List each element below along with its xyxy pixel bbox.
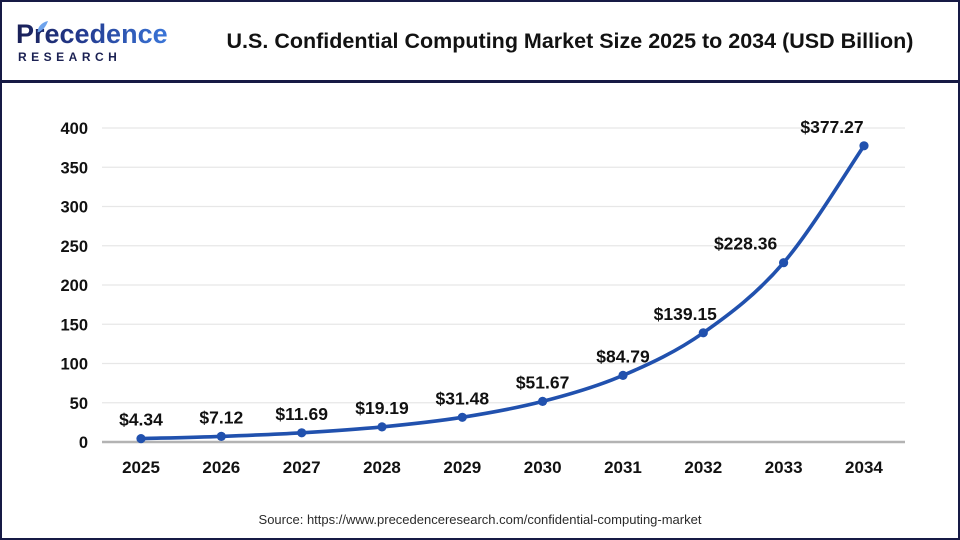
source-citation: Source: https://www.precedenceresearch.c… bbox=[258, 512, 702, 527]
x-tick-label: 2034 bbox=[845, 458, 883, 477]
data-point-marker[interactable] bbox=[779, 258, 789, 268]
x-tick-label: 2030 bbox=[524, 458, 562, 477]
line-chart: 0 50 100 150 200 250 300 350 400 2025 2026 2027 2028… bbox=[60, 117, 905, 477]
chart-title: U.S. Confidential Computing Market Size … bbox=[226, 28, 914, 53]
brand-logo: Precedence RESEARCH bbox=[16, 19, 174, 64]
data-point-marker[interactable] bbox=[216, 431, 226, 441]
data-point-label: $7.12 bbox=[199, 407, 243, 427]
y-tick-label: 150 bbox=[60, 316, 88, 334]
x-tick-label: 2032 bbox=[684, 458, 722, 477]
data-point-label: $51.67 bbox=[516, 372, 570, 392]
x-tick-label: 2028 bbox=[363, 458, 401, 477]
y-tick-label: 250 bbox=[60, 238, 88, 256]
series-line bbox=[139, 144, 866, 441]
x-tick-label: 2031 bbox=[604, 458, 642, 477]
data-point-label: $31.48 bbox=[436, 388, 490, 408]
x-tick-label: 2029 bbox=[443, 458, 481, 477]
data-point-marker[interactable] bbox=[698, 328, 708, 338]
data-point-marker[interactable] bbox=[457, 412, 467, 422]
data-point-label: $228.36 bbox=[714, 234, 778, 254]
header: Precedence RESEARCH U.S. Confidential Co… bbox=[2, 2, 958, 80]
y-tick-label: 100 bbox=[60, 356, 88, 374]
x-tick-label: 2033 bbox=[765, 458, 803, 477]
data-point-label: $4.34 bbox=[119, 410, 163, 430]
y-tick-label: 50 bbox=[70, 395, 88, 413]
data-point-label: $139.15 bbox=[654, 304, 718, 324]
leaf-icon bbox=[37, 21, 48, 33]
data-point-label: $84.79 bbox=[596, 346, 650, 366]
x-tick-label: 2026 bbox=[202, 458, 240, 477]
data-point-marker[interactable] bbox=[618, 370, 628, 380]
y-tick-label: 350 bbox=[60, 159, 88, 177]
y-tick-label: 0 bbox=[79, 434, 88, 452]
data-point-marker[interactable] bbox=[297, 428, 307, 438]
data-point-marker[interactable] bbox=[136, 434, 146, 444]
chart-panel: 0 50 100 150 200 250 300 350 400 2025 2026 2027 2028… bbox=[2, 83, 958, 538]
data-point-marker[interactable] bbox=[377, 422, 387, 432]
x-tick-label: 2027 bbox=[283, 458, 321, 477]
data-point-marker[interactable] bbox=[538, 396, 548, 406]
brand-subtitle: RESEARCH bbox=[16, 51, 174, 63]
data-point-marker[interactable] bbox=[859, 141, 869, 151]
y-tick-label: 300 bbox=[60, 199, 88, 217]
x-tick-label: 2025 bbox=[122, 458, 160, 477]
data-point-label: $19.19 bbox=[355, 398, 409, 418]
header-divider bbox=[2, 80, 958, 83]
data-point-label: $11.69 bbox=[275, 404, 328, 424]
y-tick-label: 200 bbox=[60, 277, 88, 295]
y-tick-label: 400 bbox=[60, 120, 88, 138]
data-point-label: $377.27 bbox=[800, 117, 863, 137]
